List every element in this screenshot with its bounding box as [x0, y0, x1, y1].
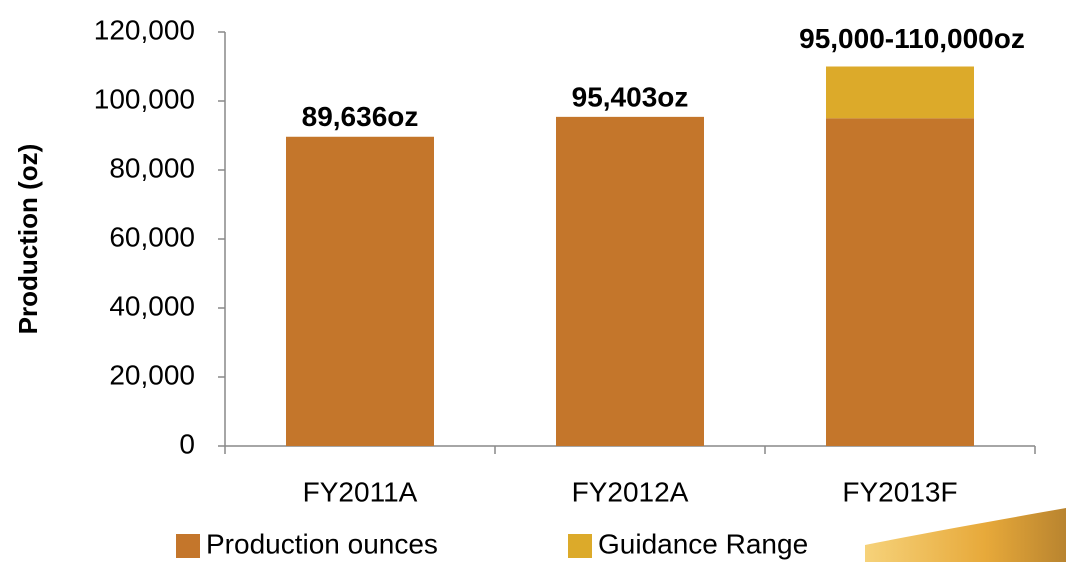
y-tick-label: 120,000 — [94, 14, 195, 45]
y-tick-label: 20,000 — [109, 359, 195, 390]
x-tick-label: FY2011A — [303, 476, 418, 507]
bar — [286, 136, 434, 446]
y-tick-label: 40,000 — [109, 290, 195, 321]
y-tick-label: 100,000 — [94, 83, 195, 114]
x-tick-label: FY2012A — [572, 476, 689, 507]
y-tick-label: 60,000 — [109, 221, 195, 252]
legend-swatch — [568, 534, 592, 558]
data-label: 89,636oz — [302, 101, 419, 132]
bar — [556, 116, 704, 446]
y-axis-title: Production (oz) — [13, 144, 43, 335]
legend-swatch — [176, 534, 200, 558]
legend-label: Guidance Range — [598, 528, 808, 559]
legend-label: Production ounces — [206, 528, 438, 559]
y-tick-label: 0 — [179, 428, 195, 459]
y-tick-label: 80,000 — [109, 152, 195, 183]
data-label: 95,403oz — [572, 81, 689, 112]
decoration — [865, 508, 1066, 562]
bar — [826, 118, 974, 446]
bar — [826, 66, 974, 119]
x-tick-label: FY2013F — [842, 476, 957, 507]
annotation: 95,000-110,000oz — [799, 23, 1025, 54]
